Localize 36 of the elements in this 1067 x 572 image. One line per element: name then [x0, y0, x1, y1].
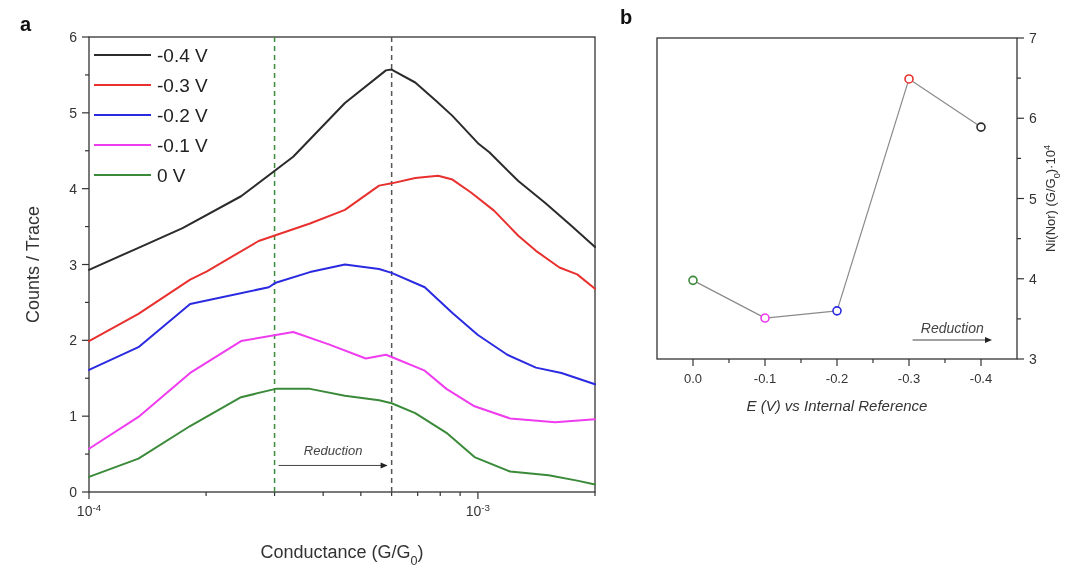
- legend-label: -0.1 V: [157, 135, 209, 156]
- point: [976, 122, 986, 132]
- y-tick-label: 6: [69, 29, 78, 45]
- chart-title: b: [620, 6, 633, 28]
- y-tick-label: 3: [69, 256, 78, 273]
- point: [688, 275, 698, 286]
- legend-label: -0.2 V: [157, 105, 209, 126]
- x-axis-title: E (V) vs Internal Reference: [746, 397, 928, 414]
- y-tick-label: 0: [69, 484, 78, 500]
- x-tick-label: 10$^{-4}$: [76, 501, 102, 519]
- x-tick-label: -0.2: [825, 371, 849, 386]
- y2-tick-label: 3: [1029, 351, 1037, 367]
- x-tick-label: -0.4: [969, 371, 993, 386]
- y2-tick-label: 6: [1029, 110, 1037, 127]
- x-tick-label: 10$^{-3}$: [465, 501, 491, 519]
- y2-tick-label: 4: [1029, 270, 1037, 287]
- annotation: Reduction: [303, 443, 363, 459]
- y-tick-label: 4: [69, 180, 78, 197]
- legend-label: 0 V: [157, 165, 186, 186]
- legend-label: -0.3 V: [157, 75, 209, 96]
- point: [760, 313, 770, 323]
- point: [904, 74, 914, 84]
- x-axis-title: Conductance (G/G$_{0}$): [260, 542, 424, 568]
- x-tick-label: 0.0: [683, 371, 703, 386]
- y-tick-label: 2: [69, 332, 78, 349]
- annotation: Reduction: [920, 320, 985, 336]
- y-tick-label: 5: [69, 104, 78, 121]
- y-tick-label: 1: [69, 408, 78, 425]
- point: [832, 306, 842, 316]
- x-tick-label: -0.3: [897, 371, 921, 386]
- y2-tick-label: 5: [1029, 190, 1037, 207]
- x-tick-label: -0.1: [753, 371, 777, 386]
- y-axis-title: Counts / Trace: [23, 205, 43, 324]
- legend-label: -0.4 V: [157, 45, 209, 66]
- y2-tick-label: 7: [1029, 30, 1037, 46]
- chart-title: a: [20, 13, 32, 35]
